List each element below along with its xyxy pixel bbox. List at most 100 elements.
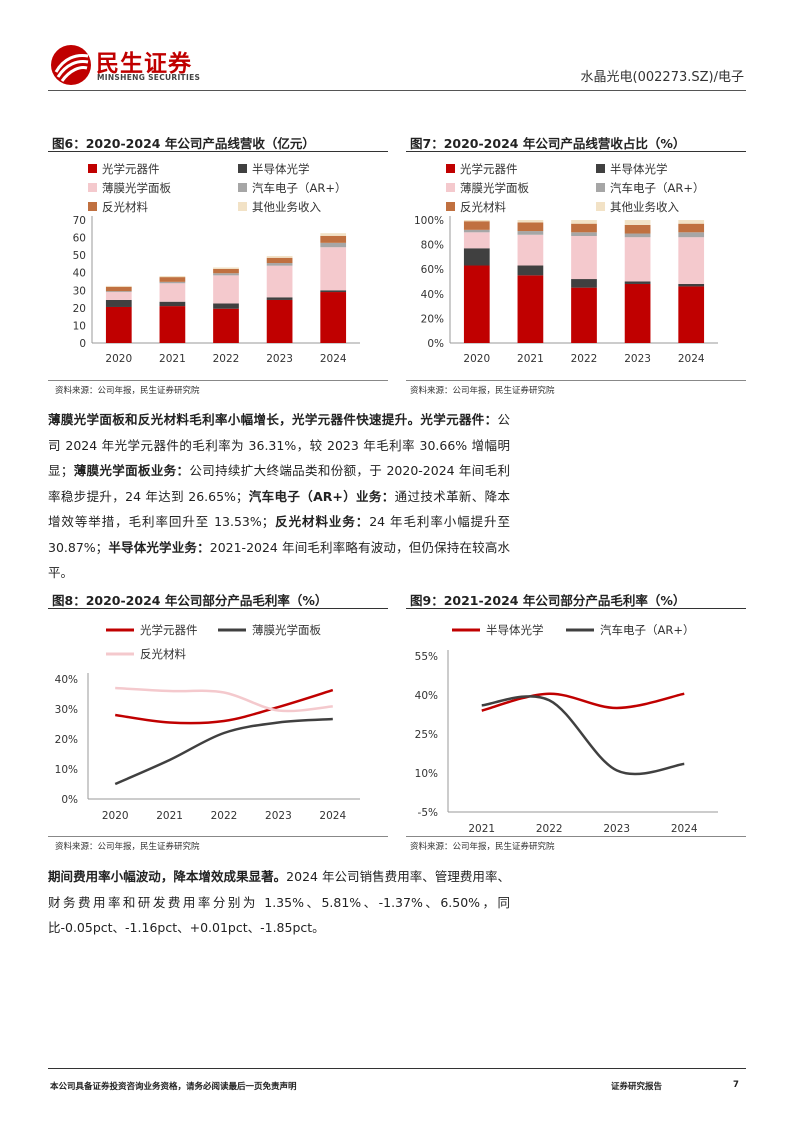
fig7-xtick-2: 2022 [571, 353, 598, 365]
fig6-bar-4-5 [320, 233, 347, 236]
fig7-bar-3-1 [624, 281, 651, 284]
header-divider [48, 90, 746, 91]
fig8-ytick-4: 40% [55, 674, 78, 686]
fig6-bar-2-2 [213, 275, 239, 304]
fig8-xtick-2: 2022 [211, 810, 238, 822]
fig6-xtick-3: 2023 [266, 353, 293, 365]
fig7-bar-2-0 [571, 287, 597, 343]
fig7-bar-4-0 [678, 286, 705, 343]
paragraph-expense-ratio: 期间费用率小幅波动，降本增效成果显著。2024 年公司销售费用率、管理费用率、财… [48, 864, 510, 941]
fig7-bar-1-4 [517, 222, 544, 232]
paragraph-gross-margin: 薄膜光学面板和反光材料毛利率小幅增长，光学元器件快速提升。光学元器件：公司 20… [48, 407, 510, 586]
fig8-xtick-4: 2024 [319, 810, 346, 822]
logo-icon [51, 45, 91, 85]
fig6-bottom-rule [48, 380, 388, 381]
fig6-ytick-5: 50 [73, 250, 86, 262]
fig9-title-rule [406, 608, 746, 609]
fig6-bar-1-1 [159, 301, 186, 307]
fig7-bar-0-1 [463, 248, 490, 266]
fig7-legend-swatch-4 [446, 202, 455, 211]
fig9-legend-label-0: 半导体光学 [486, 623, 544, 637]
fig6-bar-1-3 [159, 281, 186, 284]
fig7-legend-swatch-0 [446, 164, 455, 173]
fig6-bar-1-4 [159, 277, 186, 282]
fig6-bar-1-2 [159, 283, 186, 302]
fig7-bar-0-5 [463, 220, 490, 222]
fig8-ytick-0: 0% [61, 794, 78, 806]
fig9-series-line-1 [481, 695, 685, 776]
fig6-bar-4-4 [320, 235, 347, 243]
fig8-bottom-rule [48, 836, 388, 837]
para1-text3: 通过技术革新、降本增效等举措，毛利率回升至 13.53%； [48, 488, 510, 530]
fig6-xtick-0: 2020 [105, 353, 132, 365]
fig8-legend-label-2: 反光材料 [140, 647, 186, 661]
fig7-legend-label-3: 汽车电子（AR+） [610, 181, 705, 195]
fig9-ytick-4: 55% [415, 651, 438, 663]
fig6-bar-3-2 [266, 265, 293, 298]
fig7-bar-3-2 [624, 237, 651, 282]
fig7-bar-0-4 [463, 221, 490, 230]
fig6-bar-2-4 [213, 268, 239, 274]
fig9-xtick-3: 2024 [671, 823, 698, 835]
fig6-ytick-1: 10 [73, 320, 86, 332]
logo-name: 民生证券 [96, 51, 192, 77]
fig6-legend-swatch-2 [88, 183, 97, 192]
fig9-ytick-0: -5% [418, 807, 438, 819]
fig6-bar-4-3 [320, 242, 347, 248]
fig7-legend-swatch-1 [596, 164, 605, 173]
fig7-legend-label-4: 反光材料 [460, 200, 506, 214]
fig7-legend-swatch-5 [596, 202, 605, 211]
fig7-ytick-4: 80% [421, 240, 444, 252]
fig7-xtick-4: 2024 [678, 353, 705, 365]
para1-lead: 薄膜光学面板和反光材料毛利率小幅增长，光学元器件快速提升。光学元器件： [48, 412, 498, 427]
fig8-series-line-0 [115, 688, 334, 725]
fig9-chart: 半导体光学 汽车电子（AR+） -5% 10% 25% 40% 55% 2021 2022 202… [415, 623, 718, 835]
logo-subtitle: MINSHENG SECURITIES [97, 73, 201, 82]
page-number: 7 [733, 1080, 739, 1090]
fig7-bar-2-1 [571, 279, 597, 288]
fig9-bottom-rule [406, 836, 746, 837]
fig7-bar-1-1 [517, 265, 544, 276]
fig6-title-rule [48, 151, 388, 152]
fig6-bar-4-0 [320, 292, 347, 343]
fig8-title-rule [48, 608, 388, 609]
fig7-ytick-3: 60% [421, 264, 444, 276]
fig7-bar-2-5 [571, 220, 597, 224]
fig6-bar-2-1 [213, 303, 239, 309]
para1-text4: 24 年毛利率小幅提升至 30.87%； [48, 514, 510, 555]
fig7-source: 资料来源：公司年报，民生证券研究院 [410, 386, 555, 396]
para2-lead: 期间费用率小幅波动，降本增效成果显著。 [48, 869, 287, 884]
fig7-bar-0-0 [463, 265, 490, 343]
fig7-bar-2-2 [571, 235, 597, 280]
fig9-ytick-1: 10% [415, 768, 438, 780]
fig7-legend-label-5: 其他业务收入 [610, 200, 679, 214]
fig8-legend-label-1: 薄膜光学面板 [252, 623, 321, 637]
logo: 民生证券 MINSHENG SECURITIES [50, 40, 230, 88]
fig6-bar-0-5 [105, 285, 132, 287]
para1-text2: 公司持续扩大终端品类和份额，于 2020-2024 年间毛利率稳步提升，24 年… [48, 463, 510, 504]
fig6-legend-label-3: 汽车电子（AR+） [252, 181, 347, 195]
para1-text5: 2021-2024 年间毛利率略有波动，但仍保持在较高水平。 [48, 539, 510, 581]
footer-report-type: 证券研究报告 [611, 1082, 663, 1092]
fig7-legend-label-0: 光学元器件 [460, 162, 518, 176]
fig6-legend-label-0: 光学元器件 [102, 162, 160, 176]
fig8-series-line-2 [115, 686, 333, 713]
fig8-xtick-1: 2021 [156, 810, 183, 822]
fig6-legend-label-1: 半导体光学 [252, 162, 310, 176]
fig6-bar-3-0 [266, 299, 293, 343]
fig7-bar-3-3 [624, 233, 651, 238]
fig7-bar-0-2 [463, 232, 490, 249]
fig7-ytick-1: 20% [421, 313, 444, 325]
footer-divider [48, 1068, 746, 1069]
fig9-ytick-2: 25% [415, 729, 438, 741]
fig6-xtick-1: 2021 [159, 353, 186, 365]
fig9-ytick-3: 40% [415, 690, 438, 702]
fig6-bar-0-4 [105, 286, 132, 292]
fig7-bar-4-2 [678, 237, 705, 284]
fig9-source: 资料来源：公司年报，民生证券研究院 [410, 842, 555, 852]
fig6-ytick-3: 30 [73, 285, 86, 297]
fig6-bar-3-1 [266, 297, 293, 300]
para1-head5: 半导体光学业务： [108, 539, 210, 555]
